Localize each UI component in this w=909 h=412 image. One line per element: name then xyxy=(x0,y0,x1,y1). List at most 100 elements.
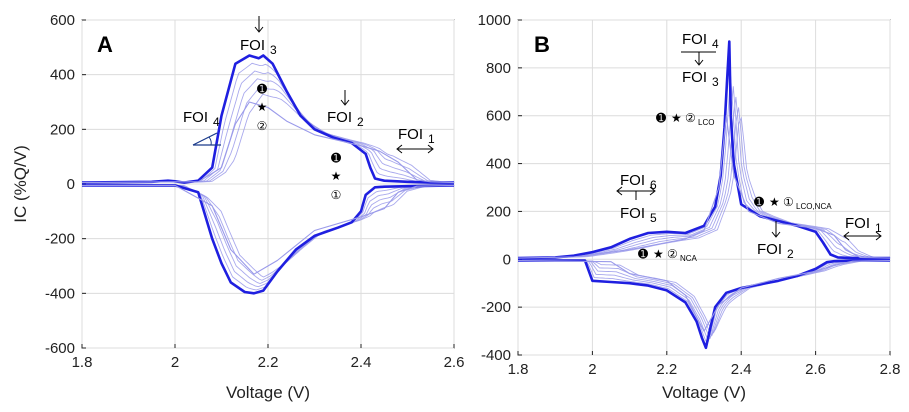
y-tick-label: 600 xyxy=(486,108,511,125)
circled-2-icon: ② xyxy=(667,247,678,261)
foi1-b-sub: 1 xyxy=(875,221,882,235)
lco-sub: LCO xyxy=(698,118,714,127)
foi5-sub: 5 xyxy=(650,211,657,225)
panel-b-curves xyxy=(517,40,891,350)
ic-curve-discharge-aged-b xyxy=(517,259,891,332)
annotation-foi1-b: FOI 1 xyxy=(843,215,882,241)
x-tick-label: 2 xyxy=(588,361,596,378)
y-tick-label: 400 xyxy=(50,67,75,84)
circled-2-icon: ② xyxy=(685,111,696,125)
panel-b-ticks: 1.8 2 2.2 2.4 2.6 2.8 -400 -200 0 200 400 600 800 100… xyxy=(478,12,901,378)
filled-circle-1-icon: ➊ xyxy=(656,111,666,125)
foi1-b-label: FOI xyxy=(845,215,870,232)
x-tick-label: 2.8 xyxy=(880,361,901,378)
panel-a-ylabel: IC (%Q/V) xyxy=(11,145,30,222)
foi6-sub: 6 xyxy=(650,178,657,192)
star-icon: ★ xyxy=(653,247,664,261)
annotation-nca-b: ➊ ★ ② NCA xyxy=(638,247,698,263)
nca-sub: NCA xyxy=(680,254,698,263)
annotation-markers-peak-a: ➊ ★ ② xyxy=(257,82,268,133)
foi2-a-sub: 2 xyxy=(357,115,364,129)
annotation-lco-b: ➊ ★ ② LCO xyxy=(656,111,714,127)
x-tick-label: 1.8 xyxy=(72,354,93,371)
ic-curve-charge-aged-a xyxy=(81,101,455,184)
foi5-label: FOI xyxy=(620,205,645,222)
circled-2-icon: ② xyxy=(257,119,268,133)
foi1-a-label: FOI xyxy=(398,126,423,143)
y-tick-label: -200 xyxy=(481,299,511,316)
y-tick-label: 0 xyxy=(67,176,75,193)
panel-b-grid xyxy=(517,19,891,356)
annotation-foi3-a: FOI 3 xyxy=(240,16,277,57)
y-tick-label: -400 xyxy=(45,285,75,302)
filled-circle-1-icon: ➊ xyxy=(754,195,764,209)
y-tick-label: -600 xyxy=(45,340,75,357)
foi4-a-sub: 4 xyxy=(213,115,220,129)
ic-curve-discharge-bold-b xyxy=(518,259,890,350)
foi3-b-sub: 3 xyxy=(712,75,719,89)
x-tick-label: 2 xyxy=(171,354,179,371)
x-tick-label: 1.8 xyxy=(508,361,529,378)
star-icon: ★ xyxy=(769,195,780,209)
star-icon: ★ xyxy=(257,100,268,114)
annotation-foi2-b: FOI 2 xyxy=(757,221,794,261)
star-icon: ★ xyxy=(331,169,342,183)
foi3-a-sub: 3 xyxy=(270,43,277,57)
foi4-a-label: FOI xyxy=(183,109,208,126)
ic-curve-discharge-aged-a xyxy=(82,184,455,275)
y-tick-label: -400 xyxy=(481,347,511,364)
star-icon: ★ xyxy=(671,111,682,125)
filled-circle-1-icon: ➊ xyxy=(257,82,267,96)
panel-a-xlabel: Voltage (V) xyxy=(226,383,310,402)
panel-a-ticks: 1.8 2 2.2 2.4 2.6 -600 -400 -200 0 200 400 600 xyxy=(45,12,464,371)
annotation-foi1-a: FOI 1 xyxy=(396,126,435,154)
foi2-a-label: FOI xyxy=(327,109,352,126)
y-tick-label: 0 xyxy=(503,251,511,268)
ic-curve-charge-aged-b xyxy=(517,115,891,259)
foi1-a-sub: 1 xyxy=(428,132,435,146)
foi6-label: FOI xyxy=(620,172,645,189)
x-tick-label: 2.2 xyxy=(656,361,677,378)
panel-a-curves xyxy=(81,54,455,295)
ic-curve-discharge-bold-a xyxy=(82,184,455,295)
y-tick-label: 600 xyxy=(50,12,75,29)
x-tick-label: 2.4 xyxy=(351,354,372,371)
panel-b-frame xyxy=(517,19,891,356)
annotation-foi4-a: FOI 4 xyxy=(183,109,221,146)
foi4-b-sub: 4 xyxy=(712,37,719,51)
annotation-lco-nca-b: ➊ ★ ① LCO,NCA xyxy=(754,195,832,211)
panel-a: 1.8 2 2.2 2.4 2.6 -600 -400 -200 0 200 400 600 A Vo… xyxy=(11,12,464,402)
x-tick-label: 2.6 xyxy=(444,354,465,371)
ic-curve-charge-bold-a xyxy=(81,54,454,184)
ic-curve-charge-bold-b xyxy=(517,40,890,260)
annotation-foi6-foi5-b: FOI 6 FOI 5 xyxy=(616,172,657,225)
x-tick-label: 2.2 xyxy=(258,354,279,371)
foi2-b-label: FOI xyxy=(757,241,782,258)
y-tick-label: 1000 xyxy=(478,12,511,29)
panel-a-label: A xyxy=(97,32,113,57)
x-tick-label: 2.4 xyxy=(731,361,752,378)
filled-circle-1-icon: ➊ xyxy=(638,247,648,261)
annotation-foi2-a: FOI 2 xyxy=(327,90,364,129)
panel-b-xlabel: Voltage (V) xyxy=(662,383,746,402)
circled-1-icon: ① xyxy=(783,195,794,209)
panel-b: 1.8 2 2.2 2.4 2.6 2.8 -400 -200 0 200 400 600 800 100… xyxy=(478,12,901,402)
y-tick-label: 400 xyxy=(486,156,511,173)
ic-curve-intermediate-charge xyxy=(531,116,891,259)
y-tick-label: 200 xyxy=(486,203,511,220)
foi4-b-label: FOI xyxy=(682,31,707,48)
foi3-b-label: FOI xyxy=(682,69,707,86)
panel-b-label: B xyxy=(534,32,550,57)
circled-1-icon: ① xyxy=(331,188,342,202)
annotation-foi4-foi3-b: FOI 4 FOI 3 xyxy=(681,31,719,89)
annotation-markers-foi1-a: ➊ ★ ① xyxy=(331,151,342,202)
foi2-b-sub: 2 xyxy=(787,247,794,261)
lco-nca-sub: LCO,NCA xyxy=(796,202,832,211)
y-tick-label: -200 xyxy=(45,231,75,248)
x-tick-label: 2.6 xyxy=(805,361,826,378)
y-tick-label: 200 xyxy=(50,121,75,138)
filled-circle-1-icon: ➊ xyxy=(331,151,341,165)
foi3-a-label: FOI xyxy=(240,37,265,54)
y-tick-label: 800 xyxy=(486,60,511,77)
